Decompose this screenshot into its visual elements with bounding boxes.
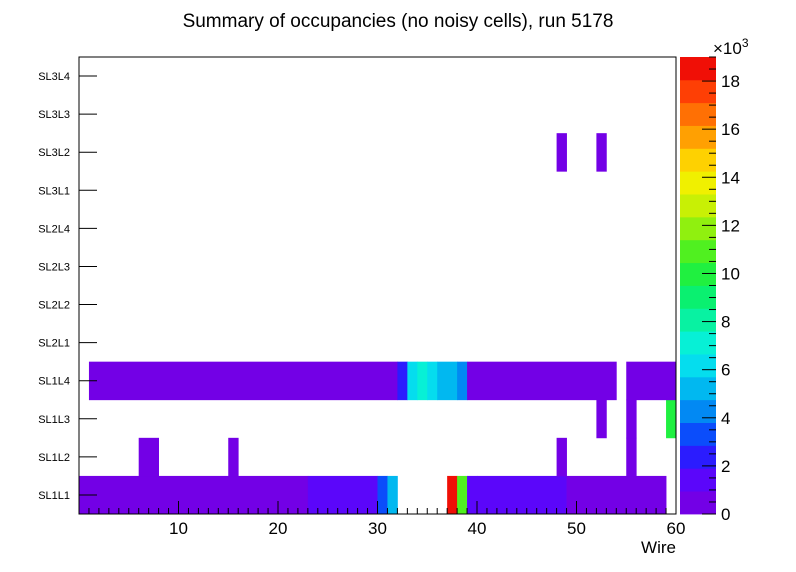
palette-segment [680, 308, 716, 332]
z-tick-label: 8 [721, 313, 730, 332]
z-multiplier-base: ×10 [713, 39, 742, 58]
palette-segment [680, 239, 716, 264]
y-tick-label: SL3L1 [38, 185, 70, 197]
palette-segment [680, 445, 716, 469]
x-tick-label: 40 [468, 519, 487, 538]
heatmap-cell [138, 437, 159, 477]
palette-segment [680, 262, 716, 286]
z-multiplier-exponent: 3 [742, 36, 749, 50]
heatmap-cell [407, 361, 418, 401]
y-tick-label: SL1L1 [38, 490, 70, 502]
heatmap-cell [666, 399, 677, 439]
z-tick-label: 18 [721, 72, 740, 91]
y-axis: SL1L1 SL1L2 SL1L3 SL1L4 SL2L1 SL2L2 SL2L3 SL2L4… [38, 71, 97, 502]
heatmap-cell [457, 361, 468, 401]
heatmap-cell [447, 475, 458, 515]
heatmap-cell [556, 437, 567, 477]
heatmap-cell [596, 133, 607, 172]
z-multiplier-label: ×103 [713, 36, 749, 58]
heatmap-cell [88, 361, 398, 401]
heatmap-cell [626, 437, 637, 477]
y-tick-label: SL3L4 [38, 71, 70, 83]
z-tick-label: 6 [721, 361, 730, 380]
x-tick-label: 60 [667, 519, 686, 538]
palette-segment [680, 102, 716, 126]
heatmap-cell [467, 361, 617, 401]
heatmap-cell [467, 475, 478, 515]
z-tick-label: 10 [721, 264, 740, 283]
heatmap-cell [437, 361, 458, 401]
y-tick-label: SL2L2 [38, 300, 70, 312]
x-tick-label: 10 [169, 519, 188, 538]
x-axis-title: Wire [641, 538, 676, 557]
palette-segment [680, 79, 716, 104]
heatmap-cell [307, 475, 378, 515]
heatmap-cell [228, 437, 239, 477]
z-tick-label: 2 [721, 457, 730, 476]
palette-segment [680, 148, 716, 172]
heatmap-cell [377, 475, 388, 515]
y-tick-label: SL3L2 [38, 147, 70, 159]
palette-segment [680, 354, 716, 378]
z-tick-label: 4 [721, 409, 730, 428]
heatmap-cells [79, 133, 677, 515]
z-axis: 0 2 4 6 8 10 12 14 16 18 [702, 56, 740, 524]
heatmap-cell [477, 475, 567, 515]
heatmap-cell [556, 133, 567, 172]
heatmap-cell [387, 475, 398, 515]
color-palette-bar [680, 57, 716, 515]
y-tick-label: SL1L3 [38, 414, 70, 426]
palette-segment [680, 468, 716, 492]
palette-segment [680, 216, 716, 241]
palette-segment [680, 399, 716, 423]
y-tick-label: SL2L3 [38, 261, 70, 273]
z-tick-label: 0 [721, 505, 730, 524]
plot-frame [78, 56, 677, 515]
y-tick-label: SL2L4 [38, 223, 70, 235]
palette-segment [680, 57, 716, 81]
palette-segment [680, 331, 716, 355]
heatmap-cell [566, 475, 667, 515]
heatmap-cell [427, 361, 438, 401]
chart-title: Summary of occupancies (no noisy cells),… [183, 11, 614, 32]
palette-segment [680, 491, 716, 515]
palette-segment [680, 194, 716, 218]
z-tick-label: 12 [721, 216, 740, 235]
heatmap-cell [397, 361, 408, 401]
y-tick-label: SL3L3 [38, 109, 70, 121]
palette-segment [680, 125, 716, 149]
palette-segment [680, 285, 716, 309]
palette-segment [680, 171, 716, 195]
x-tick-label: 30 [368, 519, 387, 538]
palette-segment [680, 422, 716, 446]
heatmap-cell [457, 475, 468, 515]
x-tick-label: 50 [567, 519, 586, 538]
z-tick-label: 14 [721, 168, 740, 187]
y-tick-label: SL1L4 [38, 376, 70, 388]
heatmap-cell [417, 361, 428, 401]
x-tick-label: 20 [269, 519, 288, 538]
z-tick-label: 16 [721, 120, 740, 139]
x-axis: 10 20 30 40 50 60 [78, 501, 686, 538]
heatmap-cell [596, 399, 607, 439]
heatmap-cell [79, 475, 309, 515]
heatmap-cell [626, 361, 677, 401]
palette-segment [680, 376, 716, 401]
y-tick-label: SL1L2 [38, 452, 70, 464]
y-tick-label: SL2L1 [38, 338, 70, 350]
heatmap-cell [626, 399, 637, 439]
